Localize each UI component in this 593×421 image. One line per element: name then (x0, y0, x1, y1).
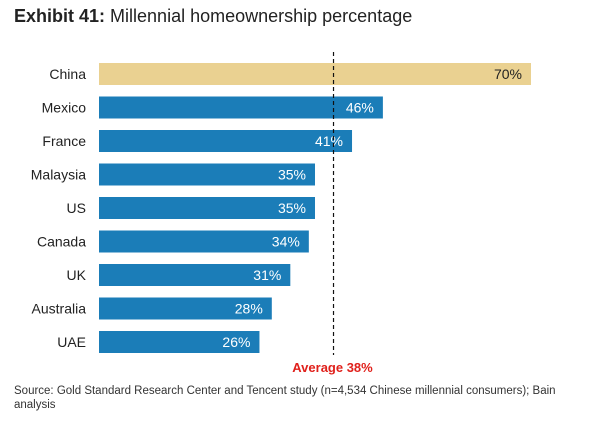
category-label-mexico: Mexico (42, 100, 87, 116)
bar-china (99, 63, 531, 85)
average-label: Average 38% (292, 360, 373, 375)
category-label-malaysia: Malaysia (31, 167, 86, 183)
bar-us (99, 197, 315, 219)
title-text: Millennial homeownership percentage (110, 6, 413, 26)
value-label-us: 35% (278, 200, 306, 216)
value-label-canada: 34% (272, 234, 300, 250)
value-label-australia: 28% (235, 301, 263, 317)
value-label-china: 70% (494, 66, 522, 82)
value-label-mexico: 46% (346, 100, 374, 116)
exhibit-label: Exhibit 41: (14, 6, 106, 26)
bar-mexico (99, 96, 383, 119)
category-label-china: China (49, 66, 86, 82)
category-label-uae: UAE (57, 334, 86, 350)
category-label-france: France (42, 133, 86, 149)
value-label-malaysia: 35% (278, 167, 306, 183)
bar-uk (99, 264, 291, 286)
bar-france (99, 130, 353, 152)
category-label-australia: Australia (32, 301, 87, 317)
value-label-uk: 31% (253, 267, 281, 283)
bar-canada (99, 230, 309, 253)
category-label-us: US (67, 200, 86, 216)
bar-australia (99, 297, 272, 320)
source-note: Source: Gold Standard Research Center an… (14, 385, 556, 411)
chart-title: Exhibit 41: Millennial homeownership per… (14, 6, 412, 27)
value-label-france: 41% (315, 133, 343, 149)
category-label-uk: UK (67, 267, 87, 283)
bar-malaysia (99, 163, 315, 186)
bar-uae (99, 331, 260, 353)
category-label-canada: Canada (37, 234, 86, 250)
value-label-uae: 26% (222, 334, 250, 350)
